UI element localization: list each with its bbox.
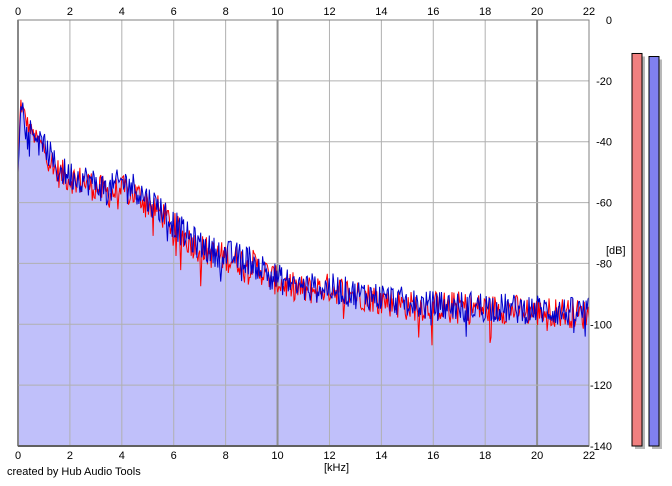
x-axis-title: [kHz] xyxy=(324,462,349,474)
series-line-2 xyxy=(17,102,590,337)
level-meter-1 xyxy=(631,52,643,447)
y-tick-label: 0 xyxy=(606,15,612,27)
series-lines xyxy=(17,99,590,346)
credit-text: created by Hub Audio Tools xyxy=(7,466,141,478)
x-tick-label-bottom: 4 xyxy=(119,450,125,462)
x-tick-label-bottom: 6 xyxy=(171,450,177,462)
x-tick-label-bottom: 12 xyxy=(323,450,335,462)
x-tick-label-bottom: 22 xyxy=(583,450,595,462)
y-tick-label: -40 xyxy=(596,137,612,149)
x-tick-label-top: 16 xyxy=(427,6,439,18)
x-tick-label-top: 0 xyxy=(15,6,21,18)
level-meters xyxy=(631,52,662,450)
x-tick-label-top: 18 xyxy=(479,6,491,18)
x-tick-label-bottom: 20 xyxy=(531,450,543,462)
plot-frame xyxy=(17,19,590,447)
y-tick-label: -20 xyxy=(596,76,612,88)
x-tick-label-top: 4 xyxy=(119,6,125,18)
x-tick-label-bottom: 8 xyxy=(223,450,229,462)
y-tick-label: -80 xyxy=(596,258,612,270)
y-tick-label: -140 xyxy=(590,441,612,453)
x-tick-label-bottom: 0 xyxy=(15,450,21,462)
x-tick-label-top: 14 xyxy=(375,6,387,18)
x-tick-label-bottom: 14 xyxy=(375,450,387,462)
x-tick-label-top: 22 xyxy=(583,6,595,18)
y-tick-label: -120 xyxy=(590,380,612,392)
x-tick-label-bottom: 2 xyxy=(67,450,73,462)
y-tick-label: -60 xyxy=(596,198,612,210)
x-tick-label-bottom: 10 xyxy=(271,450,283,462)
level-meter-2 xyxy=(648,56,660,447)
x-tick-label-top: 10 xyxy=(271,6,283,18)
x-tick-label-top: 20 xyxy=(531,6,543,18)
y-tick-label: -100 xyxy=(590,319,612,331)
x-tick-label-top: 6 xyxy=(171,6,177,18)
x-tick-label-top: 2 xyxy=(67,6,73,18)
x-tick-label-bottom: 18 xyxy=(479,450,491,462)
x-tick-labels-bottom: 0 2 4 6 8 10 12 14 16 18 20 22 xyxy=(15,450,595,462)
x-tick-labels-top: 0 2 4 6 8 10 12 14 16 18 20 22 xyxy=(15,6,595,18)
x-tick-label-top: 8 xyxy=(223,6,229,18)
spectrum-area xyxy=(18,99,589,447)
spectrum-fill xyxy=(18,99,589,447)
x-tick-label-bottom: 16 xyxy=(427,450,439,462)
y-axis-title: [dB] xyxy=(606,245,626,257)
y-tick-labels: 0 -20 -40 -60 -80 -100 -120 -140 xyxy=(590,15,612,453)
x-tick-label-top: 12 xyxy=(323,6,335,18)
